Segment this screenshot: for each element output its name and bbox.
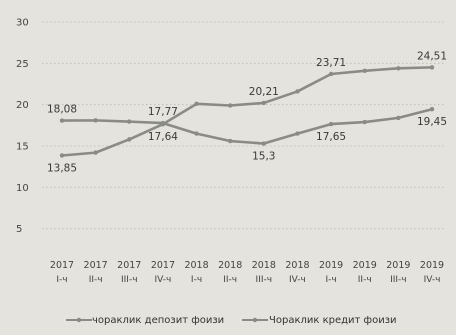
y-tick-label: 5 xyxy=(16,224,22,235)
series-1-point xyxy=(363,120,367,124)
data-label: 15,3 xyxy=(252,151,275,163)
x-tick-year: 2018 xyxy=(218,260,242,271)
x-tick-quarter: III-ч xyxy=(121,275,138,285)
series-1-point xyxy=(194,131,198,135)
x-tick-quarter: IV-ч xyxy=(289,275,306,285)
series-0-point xyxy=(93,150,97,154)
series-0-point xyxy=(194,102,198,106)
series-0-point xyxy=(262,101,266,105)
series-line-1 xyxy=(62,109,432,143)
series-1-point xyxy=(161,121,165,125)
series-0-point xyxy=(396,66,400,70)
x-tick-quarter: II-ч xyxy=(223,275,237,285)
x-tick-quarter: III-ч xyxy=(256,275,273,285)
legend-label-1: Чораклик кредит фоизи xyxy=(269,315,397,326)
y-tick-label: 10 xyxy=(16,183,29,194)
series-1-point xyxy=(295,131,299,135)
x-tick-year: 2018 xyxy=(252,260,276,271)
x-tick-year: 2017 xyxy=(151,260,175,271)
legend-swatch-marker-1 xyxy=(253,318,257,322)
x-tick-year: 2017 xyxy=(50,260,74,271)
legend-label-0: чораклик депозит фоизи xyxy=(92,315,224,326)
series-1-point xyxy=(396,116,400,120)
series-0-point xyxy=(363,69,367,73)
x-tick-quarter: I-ч xyxy=(191,275,202,285)
series-1-point xyxy=(93,118,97,122)
x-tick-year: 2019 xyxy=(319,260,343,271)
x-tick-quarter: IV-ч xyxy=(154,275,171,285)
y-tick-label: 20 xyxy=(16,100,29,111)
data-label: 13,85 xyxy=(47,163,77,175)
y-tick-label: 30 xyxy=(16,18,29,29)
series-1-point xyxy=(329,122,333,126)
legend-swatch-marker-0 xyxy=(77,318,81,322)
x-tick-quarter: I-ч xyxy=(325,275,336,285)
series-1-point xyxy=(60,118,64,122)
series-0-point xyxy=(127,137,131,141)
x-tick-year: 2019 xyxy=(386,260,410,271)
data-label: 24,51 xyxy=(417,50,447,62)
x-tick-quarter: I-ч xyxy=(56,275,67,285)
data-label: 20,21 xyxy=(249,86,279,98)
x-tick-quarter: III-ч xyxy=(390,275,407,285)
x-tick-year: 2018 xyxy=(184,260,208,271)
data-label: 17,65 xyxy=(316,131,346,143)
x-tick-quarter: IV-ч xyxy=(424,275,441,285)
y-tick-label: 15 xyxy=(16,142,29,153)
series-0-point xyxy=(329,72,333,76)
data-label: 19,45 xyxy=(417,116,447,128)
x-tick-year: 2017 xyxy=(84,260,108,271)
x-tick-quarter: II-ч xyxy=(89,275,103,285)
series-1-point xyxy=(430,107,434,111)
series-1-point xyxy=(127,119,131,123)
data-label: 17,64 xyxy=(148,131,178,143)
series-0-point xyxy=(228,103,232,107)
series-0-point xyxy=(60,153,64,157)
x-tick-year: 2017 xyxy=(117,260,141,271)
series-0-point xyxy=(295,89,299,93)
data-label: 17,77 xyxy=(148,106,178,118)
x-tick-year: 2018 xyxy=(285,260,309,271)
series-1-point xyxy=(262,141,266,145)
y-tick-label: 25 xyxy=(16,59,29,70)
series-0-point xyxy=(430,65,434,69)
x-tick-year: 2019 xyxy=(420,260,444,271)
x-tick-year: 2019 xyxy=(353,260,377,271)
series-1-point xyxy=(228,139,232,143)
x-tick-quarter: II-ч xyxy=(358,275,372,285)
data-label: 18,08 xyxy=(47,104,77,116)
data-label: 23,71 xyxy=(316,57,346,69)
